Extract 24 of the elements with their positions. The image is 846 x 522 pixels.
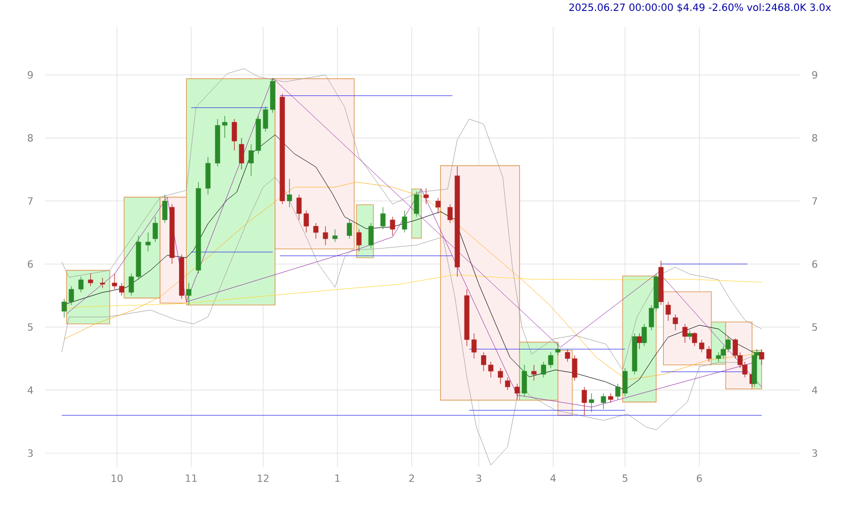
x-tick-label: 4 [550, 474, 556, 482]
y2-tick-label: 3 [812, 449, 818, 457]
y-tick-label: 7 [28, 197, 33, 205]
y-tick-label: 9 [28, 71, 33, 79]
y-tick-label: 5 [28, 323, 33, 331]
x-tick-label: 12 [258, 474, 268, 482]
y2-tick-label: 8 [812, 134, 818, 142]
chart-title: 2025.06.27 00:00:00 $4.49 -2.60% vol:2468.0K 3.0x [569, 3, 831, 12]
x-tick-label: 6 [696, 474, 702, 482]
y-tick-label: 8 [28, 134, 33, 142]
y-tick-label: 4 [28, 386, 33, 394]
y2-tick-label: 4 [812, 386, 818, 394]
y2-tick-label: 7 [812, 197, 818, 205]
x-tick-label: 2 [409, 474, 414, 482]
x-tick-label: 1 [335, 474, 340, 482]
x-tick-label: 10 [112, 474, 123, 482]
x-tick-label: 5 [622, 474, 628, 482]
y2-tick-label: 9 [812, 71, 818, 79]
x-tick-label: 3 [476, 474, 482, 482]
x-tick-label: 11 [186, 474, 197, 482]
y2-tick-label: 5 [812, 323, 818, 331]
y-tick-label: 3 [28, 449, 33, 457]
y-tick-label: 6 [28, 260, 33, 268]
y2-tick-label: 6 [812, 260, 818, 268]
